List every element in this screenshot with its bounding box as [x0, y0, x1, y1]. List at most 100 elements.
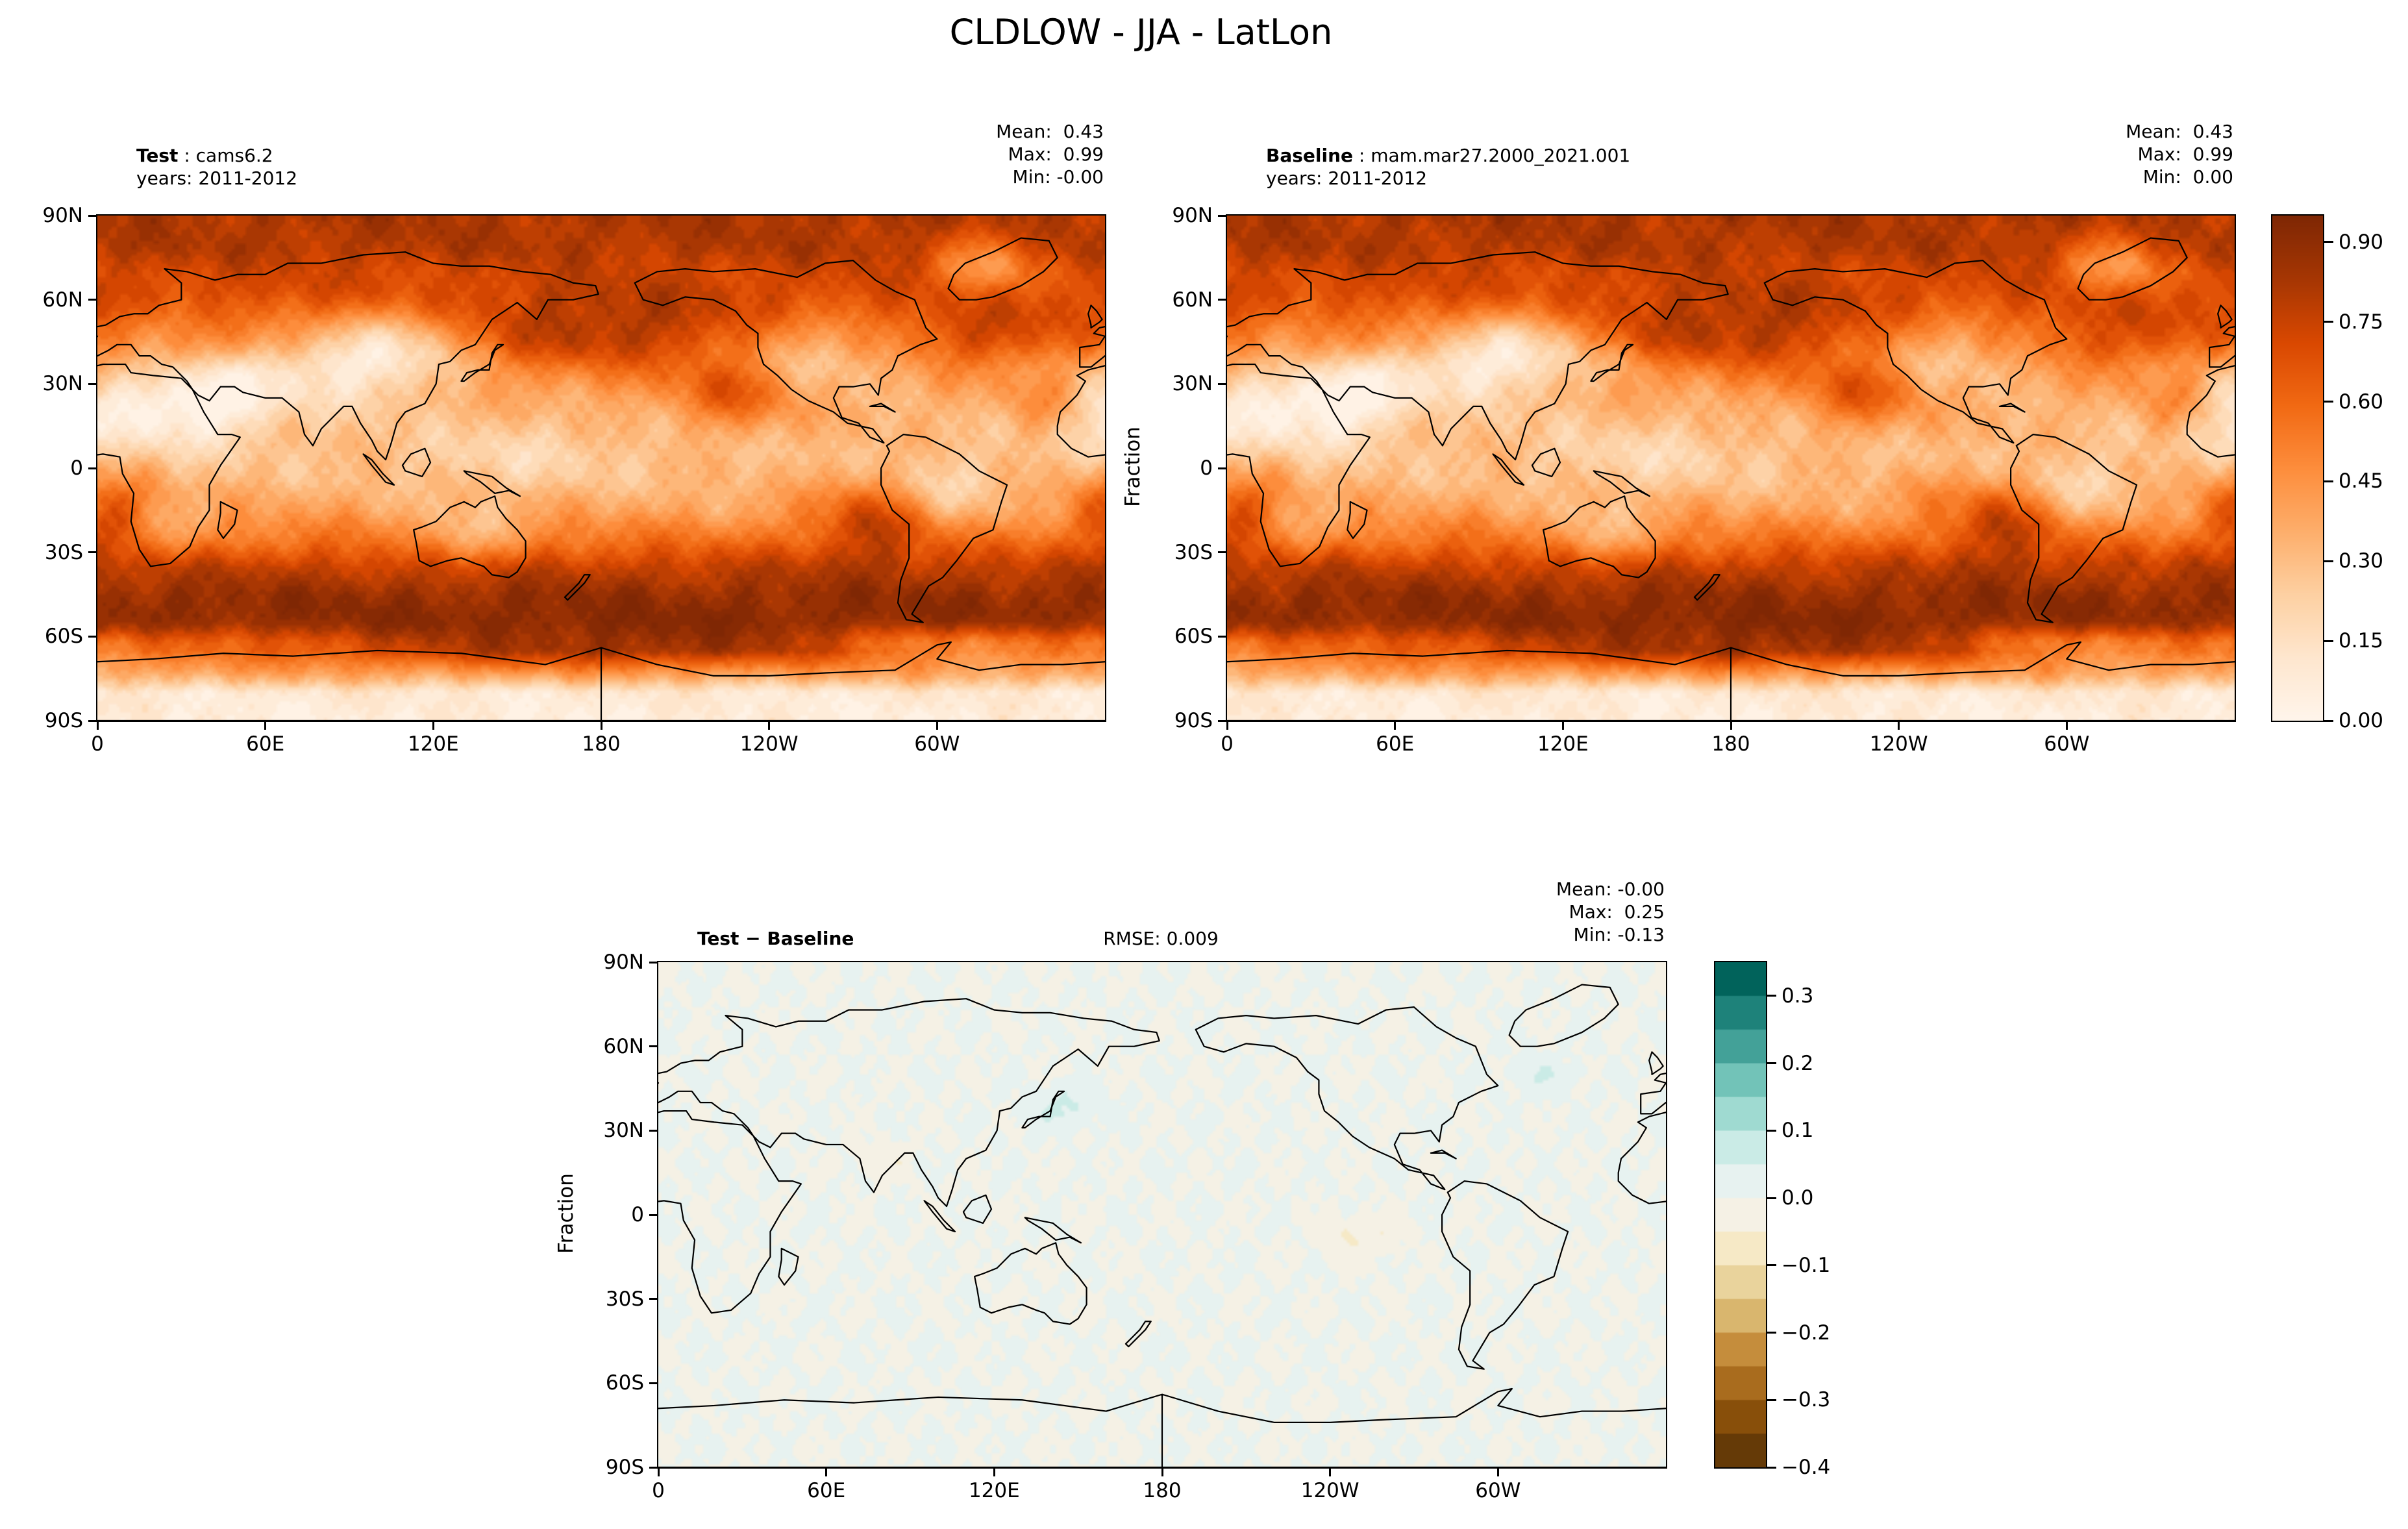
y-tick-label: 90N — [1172, 204, 1213, 227]
colorbar-tick-mark — [1767, 1398, 1776, 1401]
x-tick-mark — [1730, 722, 1732, 730]
colorbar-tick-mark — [1767, 1129, 1776, 1132]
colorbar-tick-mark — [2324, 719, 2333, 722]
x-tick-mark — [264, 722, 267, 730]
colorbar-tick-label: 0.1 — [1781, 1119, 1814, 1143]
y-tick-mark — [649, 1045, 657, 1048]
x-tick-label: 0 — [1221, 732, 1234, 756]
y-tick-mark — [88, 467, 96, 469]
diff-map: 0 60E 120E 180 120W 60W 90N 60N 30N 0 30S 60S 90S — [603, 951, 1667, 1502]
x-tick-mark — [1329, 1469, 1332, 1476]
colorbar-tick-label: 0.45 — [2339, 469, 2384, 493]
figure-title: CLDLOW - JJA - LatLon — [949, 12, 1333, 53]
y-tick-label: 30N — [42, 372, 83, 396]
y-tick-mark — [88, 299, 96, 301]
x-tick-mark — [1561, 722, 1564, 730]
colorbar-tick-mark — [1767, 1264, 1776, 1267]
x-tick-mark — [1226, 722, 1228, 730]
test-label: Test — [136, 145, 179, 166]
stat-max: Max: 0.25 — [1569, 901, 1665, 923]
test-stats: Mean: 0.43 Max: 0.99 Min: -0.00 — [870, 120, 1104, 188]
colorbar-tick-mark — [1767, 1332, 1776, 1334]
y-tick-label: 30S — [44, 540, 83, 564]
colorbar-tick-label: −0.2 — [1781, 1321, 1831, 1345]
y-tick-mark — [88, 719, 96, 722]
x-tick-mark — [1161, 1469, 1163, 1476]
fraction-ylabel: Fraction — [1121, 427, 1145, 507]
y-tick-label: 30S — [1174, 540, 1213, 564]
test-map-canvas — [97, 216, 1105, 721]
test-dataset: : cams6.2 — [178, 145, 273, 166]
y-tick-mark — [1218, 719, 1226, 722]
x-tick-mark — [768, 722, 771, 730]
stat-min: Min: 0.00 — [2142, 166, 2233, 188]
x-tick-mark — [1898, 722, 1900, 730]
colorbar-tick-label: 0.00 — [2339, 709, 2384, 732]
y-tick-mark — [88, 635, 96, 638]
colorbar-tick-mark — [1767, 1197, 1776, 1199]
x-tick-label: 120E — [407, 732, 459, 756]
x-tick-mark — [600, 722, 602, 730]
y-tick-label: 30S — [605, 1287, 644, 1311]
y-tick-mark — [88, 551, 96, 554]
colorbar-tick-mark — [2324, 480, 2333, 482]
x-tick-label: 0 — [91, 732, 104, 756]
stat-max: Max: 0.99 — [2137, 143, 2233, 165]
colorbar-tick-label: 0.2 — [1781, 1051, 1814, 1075]
y-tick-label: 60N — [1172, 288, 1213, 312]
x-tick-mark — [825, 1469, 828, 1476]
diff-panel-header: Test − Baseline — [697, 927, 854, 950]
colorbar-tick-label: 0.75 — [2339, 310, 2384, 334]
x-tick-label: 180 — [1711, 732, 1750, 756]
y-tick-mark — [649, 961, 657, 963]
main-colorbar-canvas — [2272, 216, 2323, 721]
stat-mean: Mean: 0.43 — [996, 121, 1104, 142]
y-tick-mark — [1218, 635, 1226, 638]
x-tick-mark — [1394, 722, 1396, 730]
colorbar-tick-label: 0.60 — [2339, 390, 2384, 414]
test-map: 0 60E 120E 180 120W 60W 90N 60N 30N 0 30S 60S 90S — [42, 204, 1106, 756]
y-tick-label: 30N — [603, 1119, 644, 1143]
test-panel-header: Test : cams6.2 years: 2011-2012 — [136, 144, 297, 190]
baseline-map-canvas — [1227, 216, 2235, 721]
colorbar-tick-label: 0.3 — [1781, 984, 1814, 1008]
baseline-map: 0 60E 120E 180 120W 60W 90N 60N 30N 0 30S 60S 90S — [1172, 204, 2236, 756]
colorbar-tick-label: 0.0 — [1781, 1186, 1814, 1210]
y-tick-mark — [1218, 467, 1226, 469]
colorbar-tick-label: 0.15 — [2339, 629, 2384, 653]
y-tick-label: 30N — [1172, 372, 1213, 396]
y-tick-mark — [1218, 551, 1226, 554]
baseline-label: Baseline — [1266, 145, 1354, 166]
y-tick-label: 90S — [605, 1456, 644, 1479]
colorbar-tick-mark — [2324, 321, 2333, 323]
y-tick-label: 90N — [603, 951, 644, 974]
y-tick-mark — [649, 1129, 657, 1132]
colorbar-tick-mark — [1767, 995, 1776, 997]
x-tick-label: 120W — [1869, 732, 1928, 756]
stat-mean: Mean: -0.00 — [1556, 878, 1665, 900]
stat-min: Min: -0.00 — [1012, 166, 1104, 188]
stat-max: Max: 0.99 — [1008, 143, 1104, 165]
baseline-panel-header: Baseline : mam.mar27.2000_2021.001 years:… — [1266, 144, 1630, 190]
y-tick-label: 90S — [44, 709, 83, 732]
x-tick-label: 120E — [1537, 732, 1589, 756]
x-tick-label: 60W — [2044, 732, 2090, 756]
y-tick-label: 0 — [631, 1203, 644, 1226]
y-tick-label: 90S — [1174, 709, 1213, 732]
colorbar-tick-label: 0.30 — [2339, 549, 2384, 573]
diff-stats: Mean: -0.00 Max: 0.25 Min: -0.13 — [1431, 878, 1665, 946]
x-tick-label: 180 — [1143, 1479, 1182, 1502]
diff-colorbar-canvas — [1715, 962, 1766, 1467]
baseline-dataset: : mam.mar27.2000_2021.001 — [1353, 145, 1631, 166]
colorbar-tick-mark — [1767, 1062, 1776, 1065]
y-tick-label: 60N — [603, 1034, 644, 1058]
colorbar-tick-mark — [1767, 1466, 1776, 1469]
y-tick-mark — [649, 1382, 657, 1384]
colorbar-tick-mark — [2324, 241, 2333, 243]
x-tick-mark — [936, 722, 938, 730]
stat-min: Min: -0.13 — [1573, 924, 1665, 945]
y-tick-mark — [649, 1298, 657, 1300]
stat-mean: Mean: 0.43 — [2126, 121, 2233, 142]
baseline-stats: Mean: 0.43 Max: 0.99 Min: 0.00 — [2000, 120, 2233, 188]
colorbar-tick-mark — [2324, 401, 2333, 403]
